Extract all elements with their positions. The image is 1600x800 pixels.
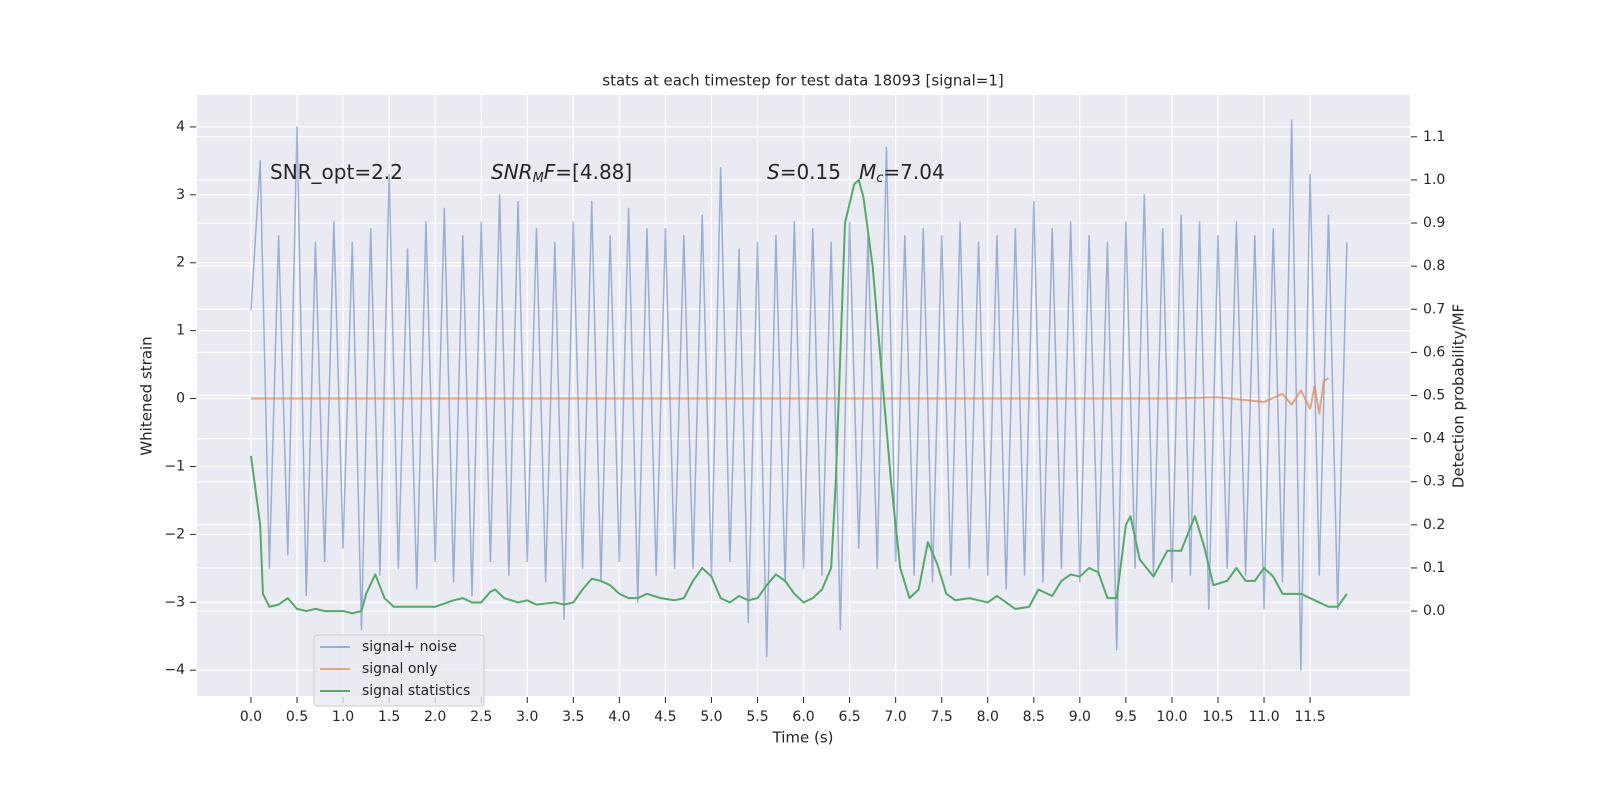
- annotation: SNR_opt=2.2: [270, 160, 403, 184]
- x-tick-label: 8.5: [1023, 709, 1045, 725]
- x-tick-label: 11.0: [1248, 709, 1279, 725]
- y-tick-label: 1: [176, 323, 185, 339]
- y-tick-label: 4: [176, 119, 185, 135]
- y2-tick-label: 0.5: [1423, 388, 1445, 404]
- y-axis-label: Whitened strain: [138, 336, 156, 455]
- annotation-part: F: [544, 160, 556, 184]
- legend-label: signal+ noise: [362, 639, 457, 655]
- x-tick-label: 1.5: [378, 709, 400, 725]
- y-tick-label: −1: [164, 458, 185, 474]
- x-tick-label: 0.0: [240, 709, 262, 725]
- x-tick-label: 7.5: [931, 709, 953, 725]
- x-tick-label: 7.0: [885, 709, 907, 725]
- annotation-part: SNR_opt=2.2: [270, 160, 403, 184]
- x-tick-label: 11.5: [1294, 709, 1325, 725]
- x-tick-label: 9.5: [1115, 709, 1137, 725]
- annotation-part: M: [859, 160, 876, 184]
- annotation: Mc=7.04: [859, 160, 945, 186]
- annotation-part: S: [767, 160, 780, 184]
- y2-tick-label: 0.3: [1423, 474, 1445, 490]
- y-tick-label: −4: [164, 662, 185, 678]
- legend-label: signal statistics: [362, 683, 470, 699]
- annotation-part: =7.04: [883, 160, 944, 184]
- x-tick-label: 1.0: [332, 709, 354, 725]
- legend-box: [313, 634, 485, 707]
- x-tick-label: 2.0: [424, 709, 446, 725]
- x-tick-label: 3.0: [516, 709, 538, 725]
- x-tick-label: 8.0: [977, 709, 999, 725]
- annotation: SNRMF=[4.88]: [491, 160, 632, 186]
- y-tick-label: 0: [176, 391, 185, 407]
- series-line: [250, 119, 1348, 671]
- y2-tick-label: 0.0: [1423, 603, 1445, 619]
- x-tick-label: 5.5: [746, 709, 768, 725]
- y2-tick-label: 0.4: [1423, 431, 1445, 447]
- x-tick-label: 5.0: [700, 709, 722, 725]
- x-tick-label: 10.5: [1202, 709, 1233, 725]
- y2-tick-label: 0.6: [1423, 344, 1445, 360]
- x-tick-label: 3.5: [562, 709, 584, 725]
- series-line: [249, 178, 1348, 615]
- annotation-part: SNR: [491, 160, 533, 184]
- legend-label: signal only: [362, 661, 437, 677]
- annotation-part: M: [533, 171, 544, 186]
- chart-title: stats at each timestep for test data 180…: [602, 72, 1003, 90]
- annotation-part: =[4.88]: [555, 160, 632, 184]
- annotation-part: c: [876, 171, 883, 186]
- y2-tick-label: 1.0: [1423, 172, 1445, 188]
- annotation-part: =0.15: [780, 160, 841, 184]
- x-tick-label: 10.0: [1156, 709, 1187, 725]
- y-tick-label: −2: [164, 526, 185, 542]
- x-tick-label: 4.5: [654, 709, 676, 725]
- x-axis-label: Time (s): [772, 729, 834, 747]
- y2-tick-label: 0.7: [1423, 301, 1445, 317]
- x-tick-label: 6.0: [792, 709, 814, 725]
- legend: signal+ noise signal only signal statistic…: [313, 634, 485, 707]
- y2-axis-label: Detection probability/MF: [1450, 304, 1468, 488]
- y2-tick-label: 0.9: [1423, 215, 1445, 231]
- y2-tick-label: 0.8: [1423, 258, 1445, 274]
- annotation: S=0.15: [767, 160, 841, 184]
- y2-tick-label: 0.2: [1423, 517, 1445, 533]
- x-tick-label: 6.5: [838, 709, 860, 725]
- x-tick-label: 0.5: [286, 709, 308, 725]
- x-tick-label: 2.5: [470, 709, 492, 725]
- series-line: [250, 377, 1329, 415]
- y-tick-label: 2: [176, 255, 185, 271]
- x-tick-label: 4.0: [608, 709, 630, 725]
- x-tick-label: 9.0: [1069, 709, 1091, 725]
- y2-tick-label: 1.1: [1423, 129, 1445, 145]
- y-tick-label: 3: [176, 187, 185, 203]
- y-tick-label: −3: [164, 594, 185, 610]
- y2-tick-label: 0.1: [1423, 560, 1445, 576]
